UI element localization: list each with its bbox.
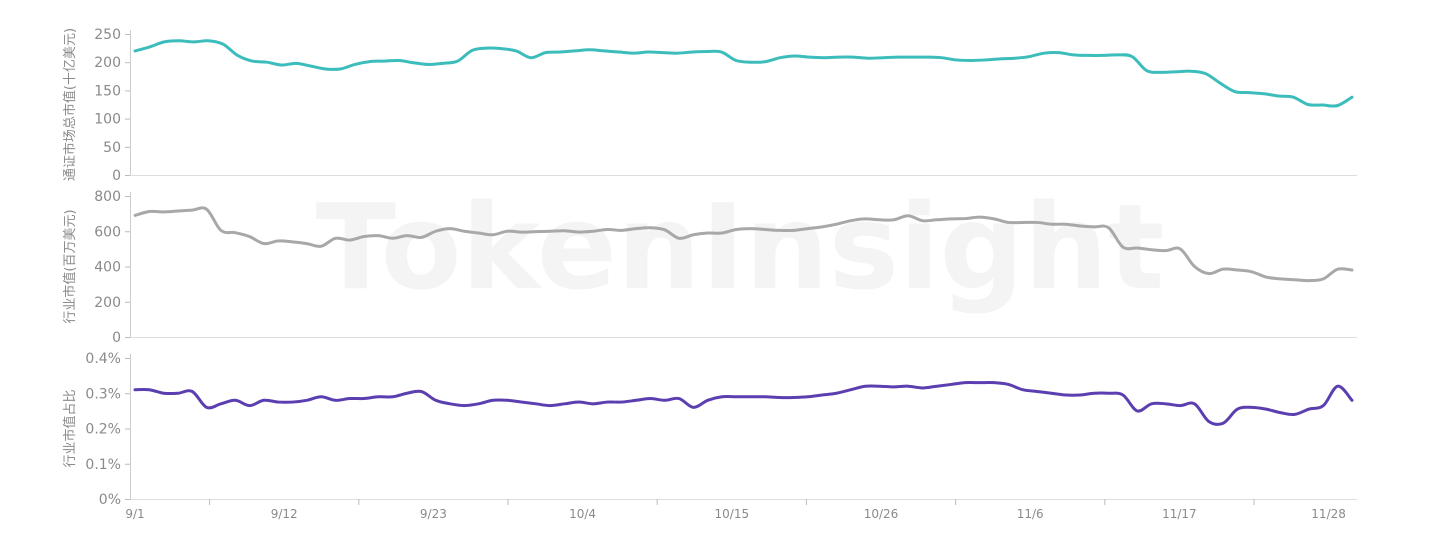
y-tick-label: 200 [94, 55, 121, 71]
y-tick-label: 0% [99, 492, 121, 508]
y-tick-label: 0 [112, 168, 121, 184]
panel-2: 0 200 400 600 800 行业市值(百万美元) [62, 189, 1357, 346]
y-tick-label: 0.3% [85, 386, 121, 402]
y-tick-label: 150 [94, 83, 121, 99]
y-tick-label: 0.4% [85, 351, 121, 367]
y-axis-title: 通证市场总市值(十亿美元) [62, 28, 78, 181]
y-tick-label: 200 [94, 295, 121, 311]
x-tick-label: 11/6 [1017, 507, 1044, 521]
y-axis-title: 行业市值占比 [62, 389, 78, 467]
x-tick-label: 10/15 [715, 507, 750, 521]
y-tick-label: 800 [94, 189, 121, 205]
y-tick-label: 0 [112, 330, 121, 346]
x-tick-label: 11/17 [1162, 507, 1197, 521]
y-tick-label: 50 [103, 140, 121, 156]
x-tick-label: 9/1 [125, 507, 144, 521]
panel-1: 0 50 100 150 200 250 通证市场总市值(十亿美元) [62, 27, 1357, 184]
chart-panels: 0 50 100 150 200 250 通证市场总市值(十亿美元) 0 200 400 600 80… [62, 27, 1357, 508]
x-tick-label: 9/23 [420, 507, 447, 521]
series-line [133, 206, 1354, 283]
y-tick-label: 250 [94, 27, 121, 43]
y-tick-label: 600 [94, 224, 121, 240]
watermark-text: TokenInsight [316, 178, 1165, 316]
y-tick-label: 0.2% [85, 422, 121, 438]
series-line [133, 39, 1354, 108]
series-line [133, 381, 1354, 426]
y-tick-label: 100 [94, 112, 121, 128]
x-tick-label: 11/28 [1311, 507, 1346, 521]
y-tick-label: 400 [94, 260, 121, 276]
y-tick-label: 0.1% [85, 457, 121, 473]
x-tick-label: 10/4 [569, 507, 596, 521]
x-tick-label: 10/26 [864, 507, 899, 521]
x-tick-label: 9/12 [271, 507, 298, 521]
panel-3: 0% 0.1% 0.2% 0.3% 0.4% 行业市值占比 [62, 351, 1357, 508]
x-axis: 9/1 9/12 9/23 10/4 10/15 10/26 11/6 11/17 11/28 [125, 499, 1346, 521]
y-axis-title: 行业市值(百万美元) [62, 209, 78, 323]
